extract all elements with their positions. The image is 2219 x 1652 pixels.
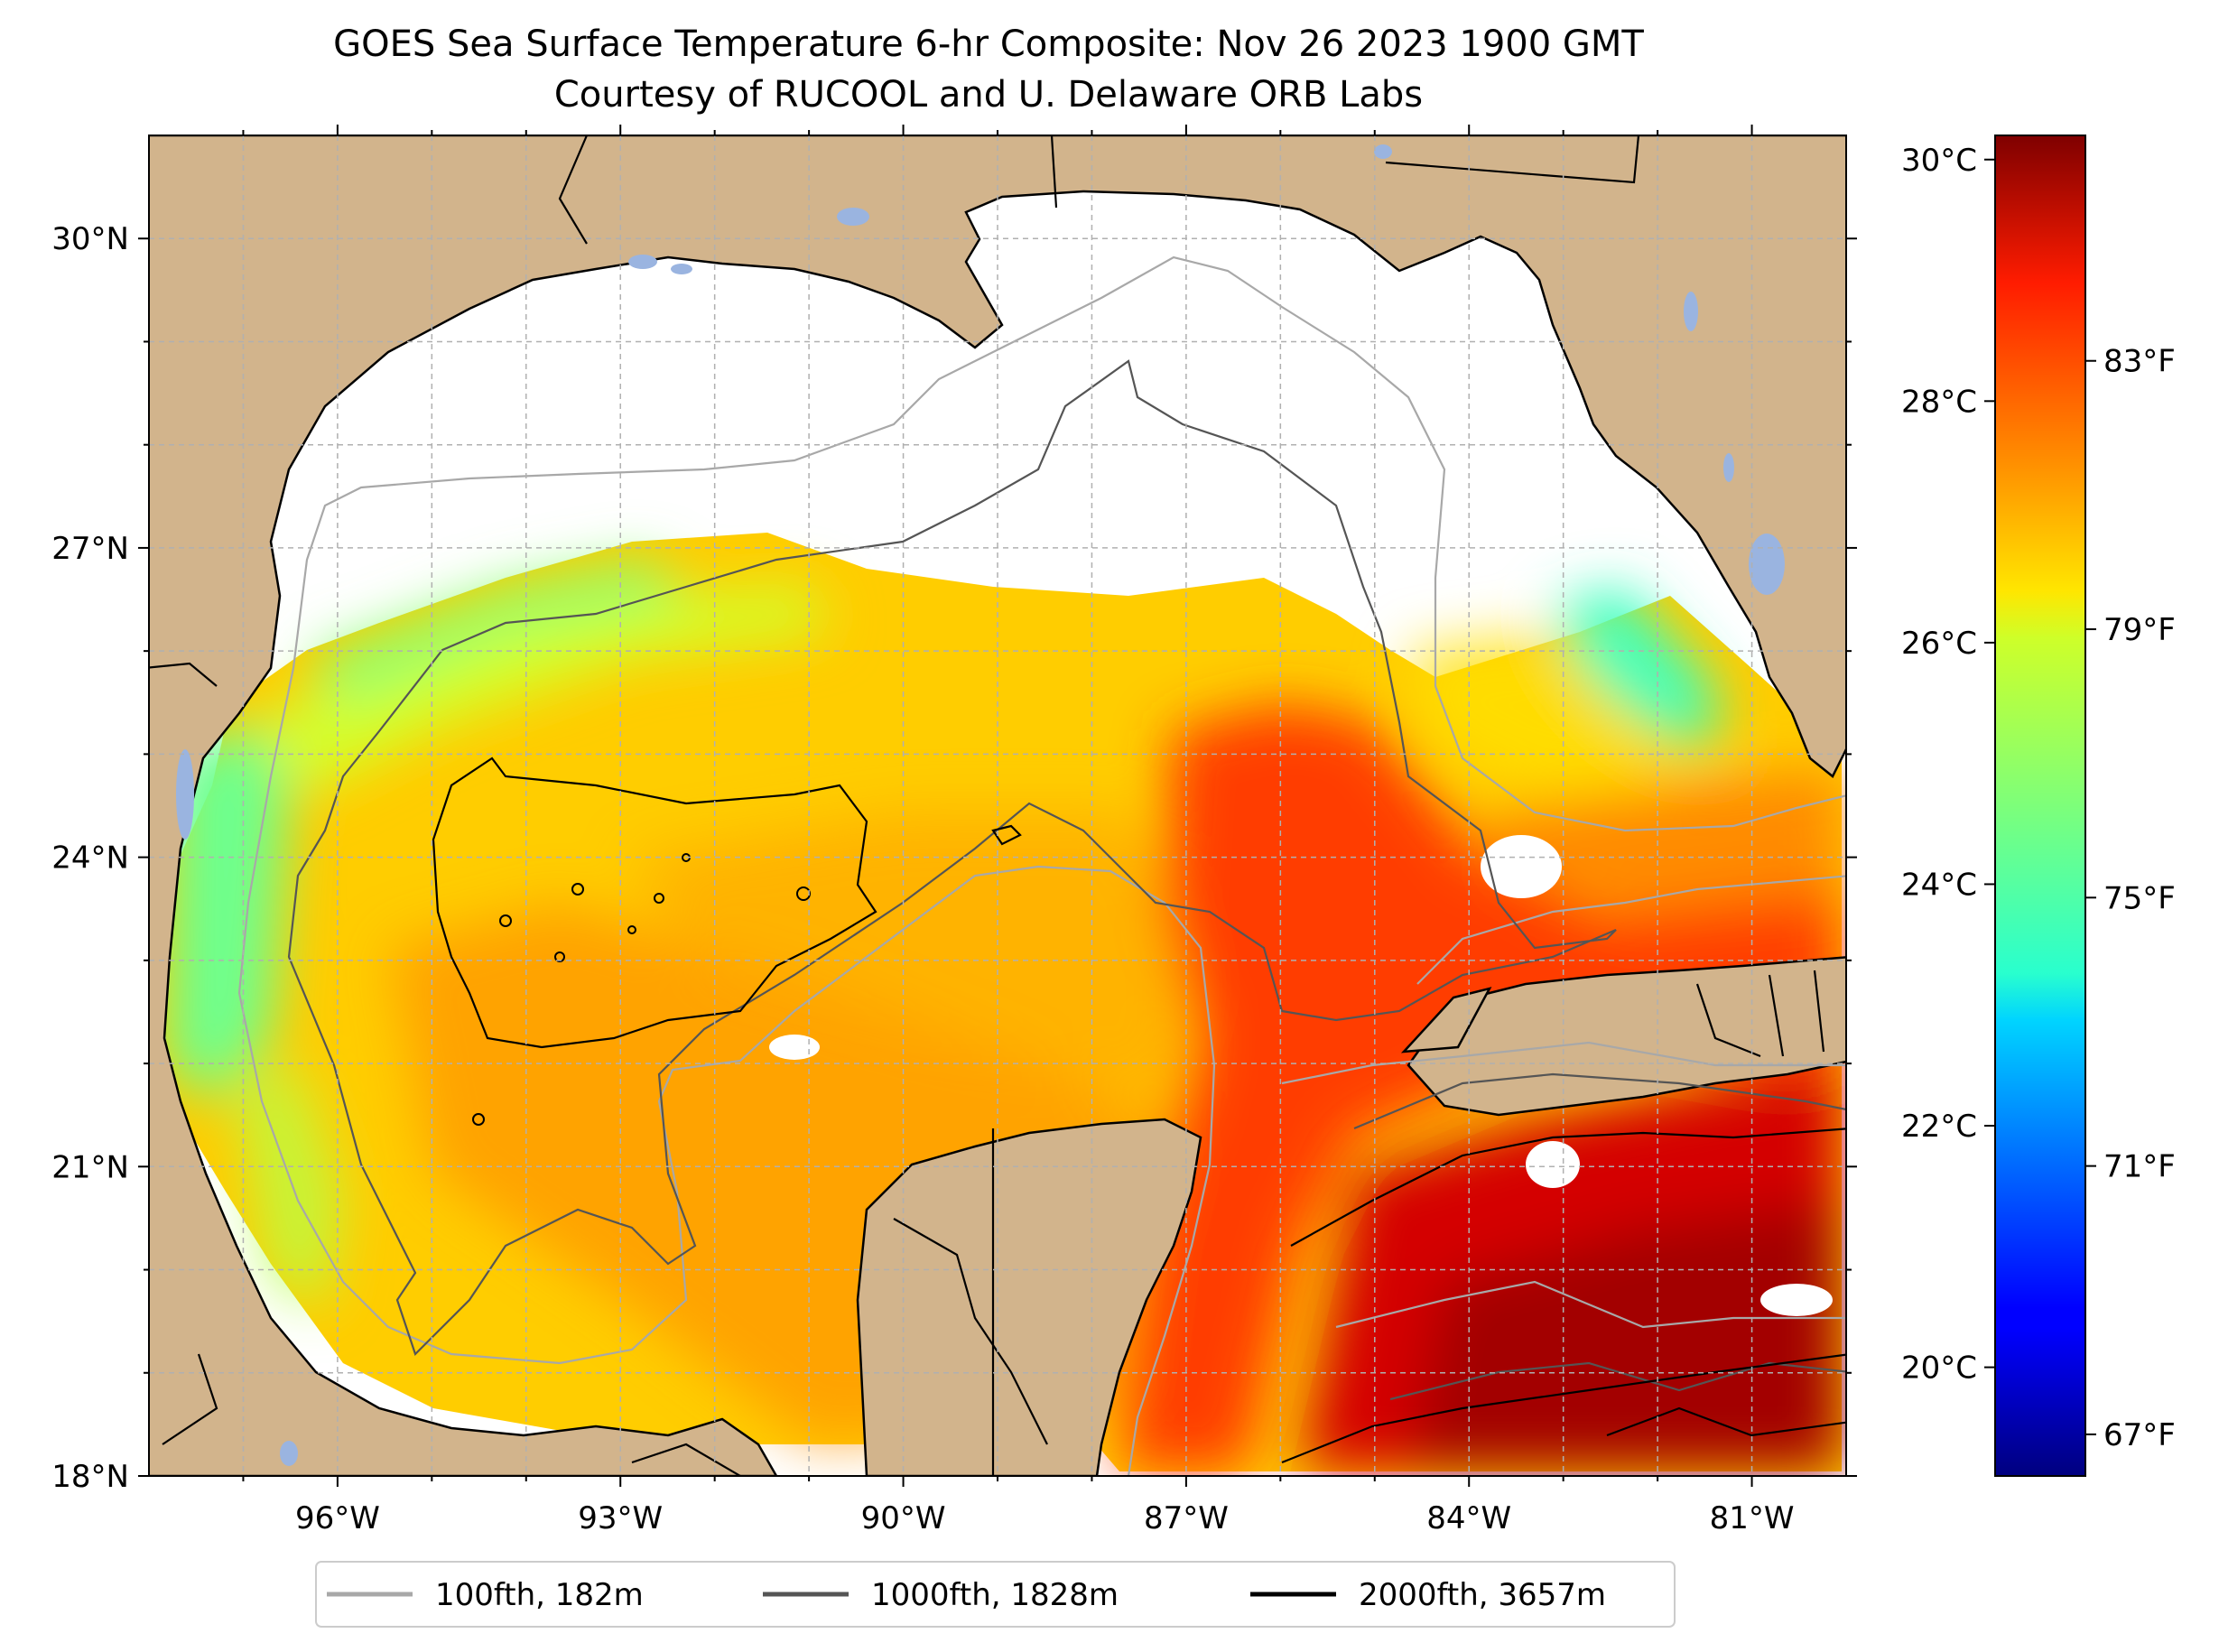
map-subtitle: Courtesy of RUCOOL and U. Delaware ORB L…: [554, 74, 1423, 116]
legend: 100fth, 182m 1000fth, 1828m 2000fth, 3657m: [315, 1561, 1676, 1628]
lake-louisiana-1: [628, 255, 657, 269]
lon-tick-label: 93°W: [578, 1500, 663, 1536]
border-tx-la: [558, 135, 589, 245]
lon-tick-label: 87°W: [1144, 1500, 1229, 1536]
colorbar-fahrenheit-axis: 67°F 71°F 75°F 79°F 83°F: [2085, 344, 2176, 1453]
colorbar: 20°C 22°C 24°C 26°C 28°C 30°C 67°F 71°F 75°F 79°…: [1901, 135, 2176, 1477]
legend-label: 100fth, 182m: [435, 1577, 644, 1613]
border-ms-al: [1050, 135, 1058, 209]
lake-pontchartrain: [837, 208, 869, 226]
lake-okeechobee: [1749, 534, 1785, 595]
border-mexico-states: [893, 1218, 1048, 1445]
fahrenheit-tick-label: 79°F: [2103, 612, 2176, 648]
sst-loop-current: [1119, 704, 1842, 1471]
border-us-mx: [149, 662, 218, 687]
celsius-tick-label: 30°C: [1901, 143, 1977, 179]
lakes: [176, 144, 1785, 1466]
celsius-tick-label: 22°C: [1901, 1109, 1977, 1145]
lat-tick-label: 24°N: [51, 840, 129, 877]
colorbar-celsius-axis: 20°C 22°C 24°C 26°C 28°C 30°C: [1901, 143, 1995, 1387]
contour-2000fth-islands: [472, 853, 811, 1126]
no-data-patch-1: [1481, 835, 1562, 898]
sst-warm-central-gulf: [632, 812, 1192, 1101]
land-yucatan: [856, 1118, 1202, 1476]
lon-tick-label: 84°W: [1426, 1500, 1511, 1536]
contour-1000fth: [287, 359, 1846, 1401]
border-honduras: [1606, 1406, 1846, 1437]
lake-florida-1: [1684, 292, 1698, 331]
contour-2000fth: [432, 756, 1846, 1464]
lake-florida-2: [1723, 453, 1734, 482]
legend-label: 1000fth, 1828m: [871, 1577, 1119, 1613]
lake-louisiana-2: [671, 264, 692, 274]
map-axis-ticks: 96°W 93°W 90°W 87°W 84°W 81°W 18°N 21°N 24°N 27°N…: [51, 125, 1857, 1536]
celsius-tick-label: 28°C: [1901, 384, 1977, 420]
land-gulf-coast-us: [149, 135, 1846, 1476]
sst-shelf-southwest: [235, 1065, 343, 1309]
laguna-madre: [176, 749, 194, 840]
lon-tick-label: 81°W: [1710, 1500, 1795, 1536]
land: [149, 135, 1846, 1476]
lon-tick-label: 96°W: [295, 1500, 380, 1536]
borders: [149, 135, 1846, 1476]
map-title: GOES Sea Surface Temperature 6-hr Compos…: [333, 23, 1644, 65]
lake-seminole: [1374, 144, 1392, 159]
land-cuba: [1407, 956, 1846, 1117]
border-mexico-south: [162, 1353, 218, 1445]
no-data-patch-2: [769, 1035, 820, 1060]
contour-100fth: [237, 255, 1846, 1476]
land-cuba-west: [1400, 987, 1492, 1053]
border-cuba-provinces: [1695, 970, 1825, 1058]
lat-tick-label: 27°N: [51, 531, 129, 567]
no-data-patch-4: [1760, 1284, 1833, 1316]
colorbar-gradient: [1994, 135, 2086, 1477]
fahrenheit-tick-label: 71°F: [2103, 1149, 2176, 1185]
sst-shelf-west: [167, 722, 289, 1101]
sst-shelf-green: [307, 560, 686, 704]
fahrenheit-tick-label: 83°F: [2103, 344, 2176, 380]
border-tabasco: [631, 1443, 741, 1476]
bathymetry: [237, 255, 1846, 1476]
lat-tick-label: 21°N: [51, 1149, 129, 1185]
sst-caribbean-hot: [1408, 1201, 1842, 1471]
celsius-tick-label: 26°C: [1901, 626, 1977, 662]
legend-label: 2000fth, 3657m: [1359, 1577, 1606, 1613]
sst-shelf-north: [253, 587, 831, 794]
graticule: [149, 135, 1846, 1476]
fahrenheit-tick-label: 75°F: [2103, 880, 2176, 916]
celsius-tick-label: 20°C: [1901, 1350, 1977, 1387]
no-data-patch-3: [1526, 1141, 1580, 1188]
map-panel: [149, 135, 1846, 1476]
lat-tick-label: 30°N: [51, 221, 129, 257]
fahrenheit-tick-label: 67°F: [2103, 1417, 2176, 1453]
lake-mexico: [280, 1441, 298, 1466]
legend-box: [315, 1561, 1676, 1628]
lon-tick-label: 90°W: [861, 1500, 946, 1536]
sst-florida-shelf: [1553, 587, 1715, 749]
lat-tick-label: 18°N: [51, 1459, 129, 1495]
celsius-tick-label: 24°C: [1901, 867, 1977, 903]
